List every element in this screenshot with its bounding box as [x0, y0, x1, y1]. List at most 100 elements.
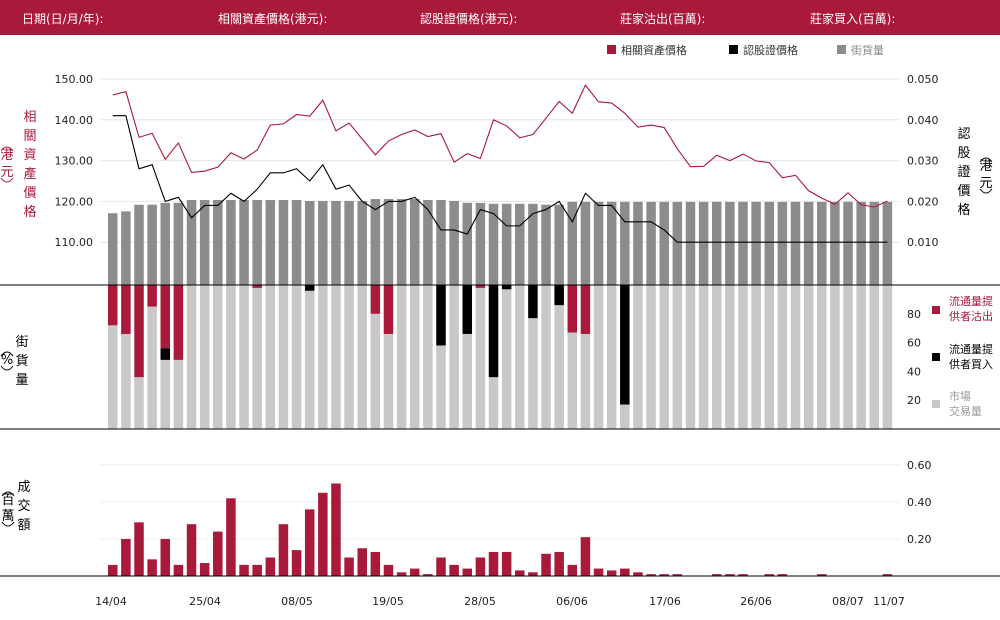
issuer-sold-bar — [147, 285, 157, 307]
right-top-axis-unit-char: 元 — [979, 176, 992, 191]
outstanding-bar — [252, 200, 262, 285]
warrant-price-line — [112, 115, 888, 243]
turnover-bar — [541, 553, 551, 576]
market-volume-bar — [252, 287, 262, 429]
outstanding-bar — [856, 201, 866, 285]
issuer-bought-bar — [620, 285, 630, 405]
outstanding-bar — [528, 203, 538, 285]
outstanding-bar — [830, 201, 840, 285]
market-volume-bar — [764, 285, 774, 429]
market-volume-bar — [698, 285, 709, 429]
left-bottom-axis-title-char: 成 — [17, 480, 30, 495]
turnover-bar — [344, 557, 354, 576]
outstanding-bar — [226, 200, 236, 285]
outstanding-bar — [554, 204, 564, 285]
outstanding-bar — [501, 203, 512, 285]
right-axis-tick-label: 0.050 — [907, 73, 939, 86]
right-top-axis-unit-paren-bottom — [979, 188, 993, 194]
outstanding-bar — [318, 200, 328, 285]
left-top-axis-title: 相關資產價格 — [23, 110, 36, 220]
mid-axis-tick-label: 80 — [907, 308, 921, 321]
market-volume-bar — [830, 285, 840, 429]
market-volume-bar — [121, 333, 131, 429]
market-volume-bar — [383, 333, 394, 429]
turnover-bar — [620, 568, 630, 576]
market-volume-bar — [541, 285, 551, 429]
outstanding-bar — [698, 201, 709, 285]
market-volume-bar — [318, 285, 328, 429]
outstanding-bar — [121, 211, 131, 285]
turnover-bar — [370, 551, 381, 576]
legend-sold-line2: 供者沽出 — [949, 309, 993, 323]
outstanding-bar — [423, 200, 433, 285]
outstanding-bar — [738, 201, 748, 285]
market-volume-bar — [528, 318, 538, 429]
market-volume-bar — [685, 285, 696, 429]
market-volume-bar — [593, 285, 604, 429]
left-mid-axis-title-char: 量 — [15, 373, 28, 388]
outstanding-bar — [291, 200, 302, 285]
asset-price-line — [112, 84, 888, 208]
issuer-sold-bar — [383, 285, 394, 334]
bottom-axis-tick-label: 0.40 — [907, 496, 932, 509]
market-volume-bar — [449, 285, 459, 429]
legend-market-line2: 交易量 — [949, 404, 982, 418]
issuer-bought-bar — [160, 348, 171, 360]
turnover-bar — [580, 537, 591, 576]
price-lines — [112, 84, 888, 243]
legend-asset-swatch — [607, 45, 616, 54]
turnover-bar — [777, 574, 788, 576]
right-top-axis-unit-char: 港 — [979, 159, 992, 174]
bottom-axis-tick-label: 0.20 — [907, 533, 932, 546]
market-volume-bar — [226, 285, 236, 429]
turnover-bar — [593, 568, 604, 576]
left-top-axis-unit: 港元 — [0, 146, 14, 183]
outstanding-bar — [147, 204, 157, 285]
legend-outstanding-swatch — [837, 45, 846, 54]
turnover-bar — [134, 522, 144, 576]
right-top-axis-unit: 港元 — [979, 157, 993, 194]
outstanding-bar — [725, 201, 735, 285]
mid-axis-tick-label: 60 — [907, 337, 921, 350]
market-volume-bar — [160, 359, 171, 429]
turnover-bar — [711, 574, 722, 576]
turnover-bar — [239, 564, 249, 576]
left-top-axis-unit-char: 港 — [0, 148, 13, 163]
turnover-bar — [449, 564, 459, 576]
left-bottom-axis-title-char: 額 — [17, 518, 30, 533]
turnover-bar — [659, 574, 669, 576]
market-volume-bar — [409, 285, 420, 429]
outstanding-bar — [843, 201, 853, 285]
market-volume-bar — [239, 285, 249, 429]
x-axis-tick-label: 06/06 — [556, 595, 588, 608]
legend-bought-line2: 供者買入 — [949, 357, 993, 371]
turnover-bar — [528, 572, 538, 576]
issuer-sold-bar — [567, 285, 578, 333]
turnover-bar — [672, 574, 683, 576]
market-volume-bar — [790, 285, 801, 429]
market-volume-bar — [620, 404, 630, 429]
issuer-bought-bar — [462, 285, 473, 334]
market-volume-bar — [344, 285, 354, 429]
outstanding-bar — [160, 202, 171, 285]
left-axis-tick-label: 120.00 — [55, 195, 94, 208]
issuer-sold-bar — [173, 285, 184, 360]
legend-market-line1: 市場 — [949, 389, 971, 403]
asset-price-label: 相關資產價格(港元): — [218, 12, 328, 26]
turnover-bar — [488, 551, 499, 576]
outstanding-bar — [515, 203, 525, 285]
market-volume-bar — [186, 285, 197, 429]
outstanding-bar — [803, 201, 814, 285]
outstanding-bar — [278, 200, 289, 285]
header-bar: 日期(日/月/年): 相關資產價格(港元): 認股證價格(港元): 莊家沽出(百… — [0, 0, 1000, 35]
outstanding-bar — [541, 204, 551, 285]
outstanding-bar — [436, 200, 446, 285]
outstanding-bar — [173, 202, 184, 285]
market-volume-bar — [606, 285, 617, 429]
right-top-axis-title-char: 認 — [957, 126, 970, 142]
left-mid-axis-unit-paren-top — [0, 351, 14, 357]
market-volume-bar — [567, 332, 578, 429]
outstanding-bar — [396, 199, 407, 285]
turnover-bar — [725, 574, 735, 576]
market-volume-bar — [869, 285, 880, 429]
